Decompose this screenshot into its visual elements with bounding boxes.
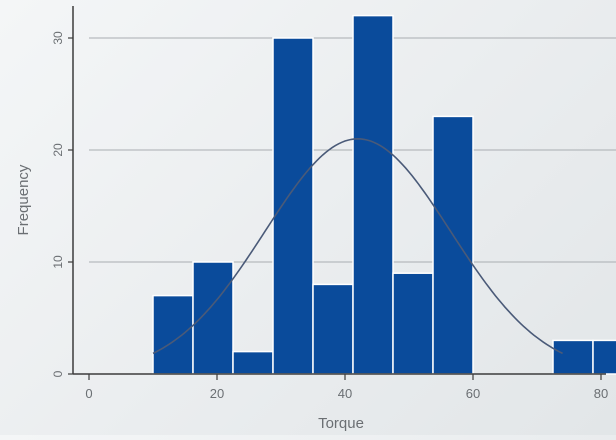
bar-6 <box>392 272 434 375</box>
bar-3 <box>272 37 314 375</box>
bar-1 <box>192 261 234 375</box>
bar-0 <box>152 294 194 375</box>
bars <box>152 14 616 375</box>
bar-2 <box>232 350 274 375</box>
bar-7 <box>432 115 474 375</box>
y-tick-label-30: 30 <box>51 31 65 45</box>
y-axis-label: Frequency <box>15 164 32 235</box>
x-axis-label: Torque <box>318 415 364 432</box>
x-tick-label-20: 20 <box>210 386 224 401</box>
bar-10 <box>552 339 594 375</box>
y-tick-label-0: 0 <box>51 370 65 377</box>
tick-labels: 0 10 20 30 0 20 40 60 80 <box>51 31 608 401</box>
x-tick-label-0: 0 <box>85 386 92 401</box>
x-tick-label-40: 40 <box>338 386 352 401</box>
x-tick-label-80: 80 <box>594 386 608 401</box>
normal-fit-line <box>152 137 563 355</box>
y-tick-label-10: 10 <box>51 255 65 269</box>
axes <box>68 6 606 380</box>
y-tick-label-20: 20 <box>51 143 65 157</box>
fit-curve <box>152 137 563 355</box>
bar-11 <box>592 339 616 375</box>
bar-5 <box>352 14 394 375</box>
bar-4 <box>312 283 354 375</box>
x-tick-label-60: 60 <box>466 386 480 401</box>
